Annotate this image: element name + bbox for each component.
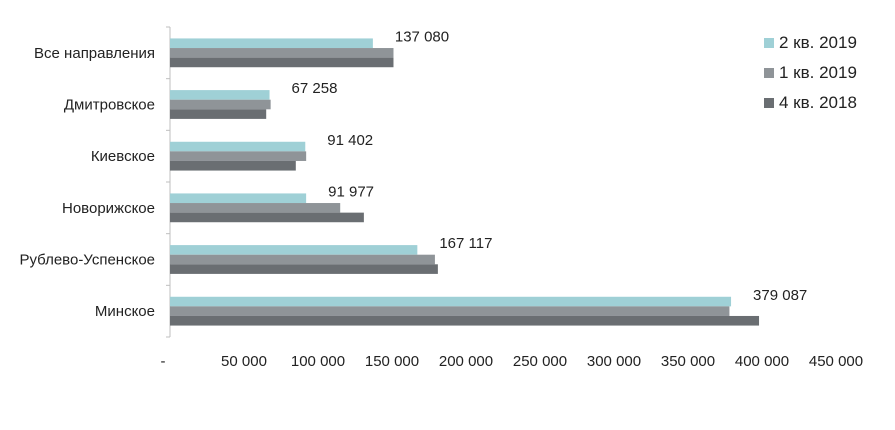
bar-2-кв-2019-4 <box>170 245 418 255</box>
x-tick-label: 450 000 <box>809 353 863 370</box>
bar-1-кв-2019-2 <box>170 151 307 161</box>
category-label: Дмитровское <box>64 97 155 114</box>
bar-2-кв-2019-2 <box>170 141 306 152</box>
legend-label: 4 кв. 2018 <box>779 93 857 112</box>
chart-labels: Все направления 137 080 Дмитровское 67 258 К… <box>19 28 863 370</box>
bar-4-кв-2018-3 <box>170 212 364 223</box>
x-tick-label: - <box>161 353 166 370</box>
legend-swatch <box>764 68 774 78</box>
data-label: 137 080 <box>395 28 449 45</box>
data-label: 91 977 <box>328 183 374 200</box>
x-tick-label: 300 000 <box>587 353 641 370</box>
x-tick-label: 200 000 <box>439 353 493 370</box>
x-tick-label: 50 000 <box>221 353 267 370</box>
x-tick-label: 100 000 <box>291 353 345 370</box>
x-tick-label: 400 000 <box>735 353 789 370</box>
bar-4-кв-2018-5 <box>170 315 760 326</box>
chart-axes <box>166 26 171 338</box>
category-label: Рублево-Успенское <box>19 252 155 269</box>
chart-bars <box>170 38 760 326</box>
legend-swatch <box>764 38 774 48</box>
bar-2-кв-2019-0 <box>170 38 373 49</box>
bar-1-кв-2019-5 <box>170 306 730 316</box>
bar-4-кв-2018-2 <box>170 160 296 171</box>
category-label: Минское <box>95 303 155 320</box>
bar-2-кв-2019-3 <box>170 193 307 204</box>
category-label: Все направления <box>34 45 155 62</box>
category-label: Киевское <box>91 148 155 165</box>
bar-2-кв-2019-5 <box>170 296 732 307</box>
data-label: 91 402 <box>327 132 373 149</box>
legend-label: 2 кв. 2019 <box>779 33 857 52</box>
legend-swatch <box>764 98 774 108</box>
x-tick-label: 350 000 <box>661 353 715 370</box>
bar-4-кв-2018-0 <box>170 57 394 68</box>
data-label: 167 117 <box>439 235 492 252</box>
bar-4-кв-2018-4 <box>170 264 438 274</box>
bar-1-кв-2019-3 <box>170 203 341 213</box>
x-tick-label: 250 000 <box>513 353 567 370</box>
bar-4-кв-2018-1 <box>170 109 267 119</box>
data-label: 67 258 <box>292 80 338 97</box>
bar-2-кв-2019-1 <box>170 90 270 100</box>
bar-1-кв-2019-4 <box>170 254 435 265</box>
chart-legend: 2 кв. 2019 1 кв. 2019 4 кв. 2018 <box>764 33 857 112</box>
x-tick-label: 150 000 <box>365 353 419 370</box>
bar-1-кв-2019-1 <box>170 99 271 110</box>
data-label: 379 087 <box>753 287 807 304</box>
category-label: Новорижское <box>62 200 155 217</box>
legend-label: 1 кв. 2019 <box>779 63 857 82</box>
bar-1-кв-2019-0 <box>170 48 394 58</box>
